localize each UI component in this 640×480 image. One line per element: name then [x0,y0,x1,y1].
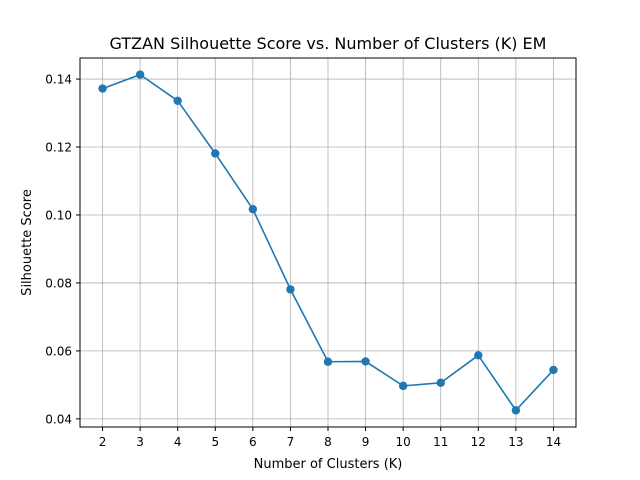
y-axis-label: Silhouette Score [20,189,35,296]
y-tick-label: 0.04 [45,412,72,426]
x-tick-label: 3 [136,435,144,449]
ticks-layer: 2 3 4 5 6 7 8 9 10 11 12 13 14 0.04 0.06 0.08 0.10 0.12 0.… [45,73,561,449]
data-point [436,378,445,388]
x-tick-label: 10 [396,435,411,449]
x-tick-label: 13 [508,435,523,449]
x-tick-label: 11 [433,435,448,449]
data-point [98,84,107,93]
x-tick-label: 7 [287,435,295,449]
y-tick-label: 0.12 [45,141,72,155]
x-tick-label: 5 [211,435,219,449]
x-tick-label: 12 [471,435,486,449]
data-point [211,149,220,158]
x-tick-label: 4 [174,435,182,449]
y-tick-label: 0.06 [45,344,72,358]
data-point [173,96,182,106]
data-point [323,357,333,366]
data-point [398,381,408,391]
data-point [286,285,295,294]
x-tick-label: 14 [546,435,561,449]
data-point [248,205,258,214]
x-axis-label: Number of Clusters (K) [254,457,403,472]
y-tick-label: 0.10 [45,208,72,222]
chart-title: GTZAN Silhouette Score vs. Number of Clu… [110,34,547,53]
plot-area-frame [79,57,577,428]
data-point [135,70,145,79]
x-tick-label: 6 [249,435,257,449]
data-point [511,406,521,415]
series-layer [98,70,558,415]
data-point [474,351,483,360]
y-tick-label: 0.14 [45,73,72,87]
x-tick-label: 8 [324,435,332,449]
data-point [549,365,558,375]
x-tick-label: 9 [362,435,370,449]
y-tick-label: 0.08 [45,276,72,290]
x-tick-label: 2 [99,435,107,449]
data-point [361,357,370,366]
grid-layer [80,58,576,427]
